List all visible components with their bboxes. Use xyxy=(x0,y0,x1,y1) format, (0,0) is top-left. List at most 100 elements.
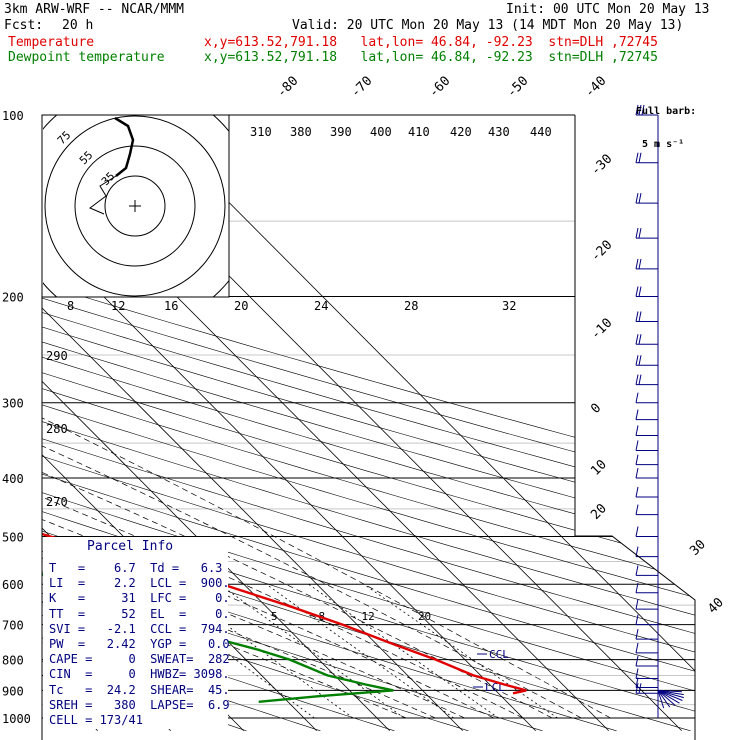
wind-barb xyxy=(635,311,658,322)
wind-barb xyxy=(635,193,658,204)
dry-adiabat-line xyxy=(42,115,695,732)
wind-barb-flag xyxy=(635,286,639,297)
wind-barb xyxy=(635,614,658,626)
mixing-ratio-label: 12 xyxy=(361,610,374,623)
wind-barb-flag xyxy=(638,683,642,694)
wind-barb-flag xyxy=(638,258,642,270)
pressure-tick-label: 100 xyxy=(2,109,24,123)
wind-barb-flag xyxy=(635,582,639,593)
wind-barb xyxy=(635,683,658,694)
wind-barb-flag xyxy=(638,227,642,239)
wind-barb xyxy=(635,152,658,164)
wind-barb-flag xyxy=(638,104,642,116)
parcel-info-rows: T = 6.7 Td = 6.3 LI = 2.2 LCL = 900. K = 3… xyxy=(49,561,230,728)
hodograph-axis-label: 32 xyxy=(502,299,516,313)
frame-right xyxy=(574,115,696,740)
dry-adiabat-line xyxy=(42,115,695,732)
parcel-info-row: SVI = -2.1 CCL = 794. xyxy=(49,621,230,636)
wind-barb-flag xyxy=(635,454,639,465)
wind-barb xyxy=(635,565,658,576)
wind-barb xyxy=(635,655,658,667)
pressure-tick-label: 500 xyxy=(2,530,24,544)
wind-barb-flag xyxy=(635,355,639,366)
wind-barb-flag xyxy=(635,526,639,537)
wind-barb xyxy=(635,486,658,498)
parcel-info-row: PW = 2.42 YGP = 0.0 xyxy=(49,637,230,652)
pressure-tick-label: 800 xyxy=(2,654,24,668)
wind-barb-flag xyxy=(638,334,642,345)
dry-adiabat-line xyxy=(42,115,395,732)
wind-barb xyxy=(635,374,658,386)
isotherm-label: 10 xyxy=(588,457,610,479)
temperature-legend: Temperature xyxy=(8,35,95,50)
mixing-ratio-line xyxy=(308,583,499,719)
parcel-info-row: LI = 2.2 LCL = 900. xyxy=(49,576,230,591)
hodograph-axis-label: 8 xyxy=(67,299,74,313)
forecast-hours: 20 h xyxy=(62,18,94,33)
wind-barb xyxy=(635,286,658,298)
moist-adiabat-line xyxy=(42,296,524,719)
dry-adiabat-line xyxy=(42,115,695,732)
valid-time: Valid: 20 UTC Mon 20 May 13 (14 MDT Mon … xyxy=(292,18,684,33)
isotherm-label: -50 xyxy=(504,74,531,101)
pressure-tick-label: 700 xyxy=(2,619,24,633)
wind-barb-flag xyxy=(635,668,639,679)
hodograph-axis-label: 16 xyxy=(164,299,178,313)
isotherm-label: 30 xyxy=(687,537,709,559)
dry-adiabat-line xyxy=(42,115,695,732)
isotherm-line xyxy=(42,115,463,732)
wind-barb-flag xyxy=(635,334,639,345)
hodograph-ring xyxy=(104,175,166,237)
pressure-tick-label: 900 xyxy=(2,684,24,698)
wind-barb xyxy=(635,526,658,537)
wind-barb-flag xyxy=(635,409,639,420)
wind-legend: Full barb: 5 m s⁻¹ xyxy=(636,84,696,161)
theta-label: 410 xyxy=(408,125,430,139)
parcel-info-row: TT = 52 EL = 0. xyxy=(49,606,230,621)
wind-barb-flag xyxy=(635,599,639,610)
wind-barb xyxy=(635,546,658,558)
wind-barb-fan xyxy=(657,689,680,704)
wind-barb-flag xyxy=(635,152,639,163)
wind-barb-flag xyxy=(635,467,639,479)
wind-barb xyxy=(635,355,658,366)
hodograph-axis-label: 20 xyxy=(234,299,248,313)
hodograph-ring xyxy=(74,145,196,267)
theta-label: 430 xyxy=(488,125,510,139)
parcel-info-row: CIN = 0 HWBZ= 3098. xyxy=(49,667,230,682)
init-time: Init: 00 UTC Mon 20 May 13 xyxy=(506,2,710,17)
wind-barb xyxy=(635,409,658,421)
temperature-profile-line xyxy=(42,115,527,695)
wind-barb-flag xyxy=(635,440,639,451)
model-title: 3km ARW-WRF -- NCAR/MMM xyxy=(4,2,185,17)
isotherm-line xyxy=(42,115,536,732)
dry-adiabat-line xyxy=(42,115,695,732)
parcel-info-row: CELL = 173/41 xyxy=(49,713,143,728)
hodograph-ring xyxy=(44,115,226,297)
dewpoint-coords: x,y=613.52,791.18 lat,lon= 46.84, -92.23… xyxy=(204,50,658,65)
theta-low-label: 280 xyxy=(46,422,68,436)
isotherm-label: -70 xyxy=(348,74,375,101)
wind-barb-fan xyxy=(657,690,665,709)
wind-barb-flag xyxy=(635,642,639,654)
wind-barb xyxy=(635,104,658,116)
wind-barb xyxy=(635,334,658,345)
isotherm-label: -60 xyxy=(426,74,453,101)
isotherm-label: 0 xyxy=(588,401,604,417)
wind-barb-flag xyxy=(641,104,645,116)
parcel-info-panel: Parcel Info T = 6.7 Td = 6.3 LI = 2.2 LCL… xyxy=(43,537,230,729)
wind-barb-flag xyxy=(635,425,639,436)
wind-barb-flag xyxy=(638,286,642,297)
wind-barb xyxy=(635,642,658,654)
wind-barb-flag xyxy=(635,311,639,322)
mixing-ratio-label: 20 xyxy=(418,610,431,623)
isotherm-label: -40 xyxy=(582,74,609,101)
wind-barb-flag xyxy=(635,683,639,694)
moist-adiabat-line xyxy=(42,296,465,719)
parcel-info-title: Parcel Info xyxy=(87,539,174,554)
dry-adiabat-line xyxy=(42,115,695,732)
dewpoint-legend: Dewpoint temperature xyxy=(8,50,165,65)
theta-label: 440 xyxy=(530,125,552,139)
wind-barb xyxy=(635,668,658,680)
